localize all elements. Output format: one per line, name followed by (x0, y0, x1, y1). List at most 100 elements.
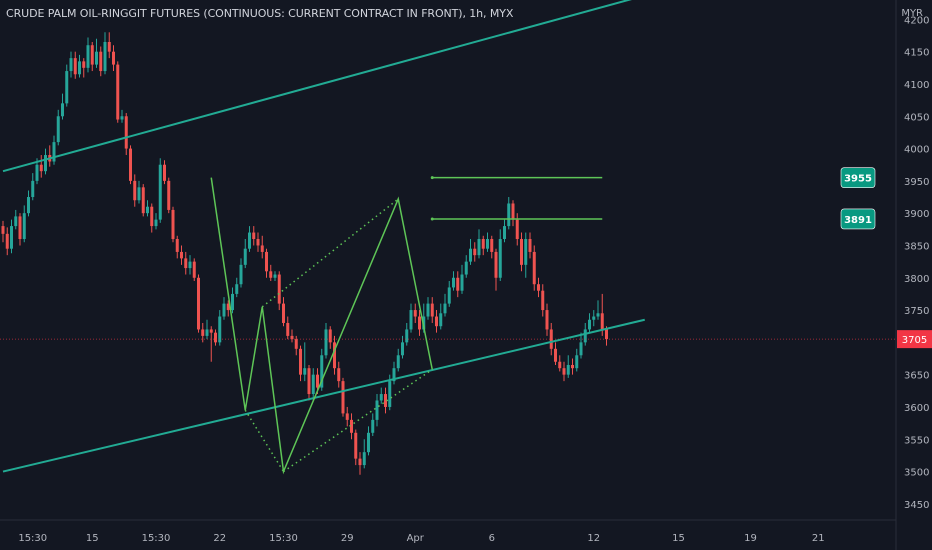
price-tick-label: 3450 (904, 500, 929, 511)
candle-down (171, 209, 175, 240)
candle-down (358, 458, 362, 466)
candle-down (167, 180, 171, 210)
candle-down (256, 239, 260, 246)
candle-up (248, 232, 251, 249)
candle-up (575, 355, 579, 369)
candle-down (294, 339, 298, 349)
candle-down (435, 316, 438, 327)
price-tick-label: 3650 (904, 371, 929, 382)
candle-up (235, 284, 239, 294)
price-tick-label: 4050 (904, 112, 929, 123)
candle-up (14, 216, 18, 227)
target-price-badge (840, 208, 876, 230)
candle-down (532, 251, 536, 285)
candle-up (31, 180, 35, 198)
candle-up (422, 316, 426, 330)
last-price-value: 3705 (902, 335, 927, 346)
candle-down (39, 164, 43, 172)
candle-down (537, 284, 540, 291)
candle-up (367, 432, 370, 453)
candle-up (239, 264, 243, 285)
candle-up (566, 364, 570, 375)
candle-up (524, 239, 528, 265)
candle-up (596, 313, 600, 317)
chart-title: CRUDE PALM OIL-RINGGIT FUTURES (CONTINUO… (6, 7, 514, 20)
candle-up (371, 419, 375, 433)
candle-up (486, 239, 489, 249)
time-tick-label: 29 (341, 533, 354, 544)
candle-down (473, 248, 477, 256)
candle-up (392, 368, 396, 382)
candle-down (571, 364, 574, 369)
time-tick-label: 19 (744, 533, 757, 544)
price-tick-label: 3550 (904, 435, 929, 446)
candle-down (515, 219, 519, 240)
time-tick-label: 15:30 (269, 533, 298, 544)
target-price-value: 3955 (844, 174, 872, 185)
pattern-dotted-line (283, 368, 433, 473)
candle-up (231, 293, 234, 311)
candle-down (549, 329, 553, 349)
candle-up (44, 155, 47, 172)
candle-up (460, 274, 464, 291)
candle-down (175, 239, 179, 252)
time-tick-label: 6 (489, 533, 495, 544)
price-tick-label: 3900 (904, 209, 929, 220)
candle-down (282, 303, 285, 323)
candle-up (503, 226, 506, 240)
candle-up (592, 316, 596, 320)
candle-down (192, 261, 196, 278)
candle-down (197, 277, 200, 330)
pattern-zigzag (210, 177, 433, 475)
candle-up (303, 368, 307, 375)
candle-up (477, 239, 481, 256)
price-tick-label: 3850 (904, 241, 929, 252)
target-line-start (430, 217, 434, 221)
candle-down (73, 58, 77, 75)
price-tick-label: 3950 (904, 177, 929, 188)
candle-down (345, 413, 349, 420)
candle-down (600, 313, 604, 330)
candle-down (341, 381, 345, 414)
candle-down (413, 310, 417, 317)
candle-up (243, 248, 247, 265)
candle-down (384, 394, 387, 407)
candle-down (337, 368, 341, 382)
candle-down (116, 64, 120, 120)
candle-down (184, 258, 188, 269)
candle-up (388, 381, 392, 407)
candle-up (379, 394, 383, 401)
candle-down (418, 316, 421, 330)
price-tick-label: 3500 (904, 468, 929, 479)
candle-down (430, 303, 434, 317)
candle-down (456, 277, 460, 291)
candle-down (286, 322, 290, 336)
candle-down (520, 239, 523, 265)
candle-up (464, 261, 468, 275)
candle-up (507, 203, 511, 227)
candle-up (405, 329, 409, 343)
candle-down (290, 335, 294, 340)
candle-down (180, 251, 183, 259)
candle-up (205, 329, 209, 336)
candle-up (222, 303, 226, 317)
price-tick-label: 3600 (904, 403, 929, 414)
drawing-overlays (0, 0, 896, 475)
candle-down (528, 239, 532, 252)
candle-down (82, 61, 86, 68)
candle-down (545, 310, 549, 330)
currency-label[interactable]: MYR (901, 8, 923, 19)
candle-down (214, 332, 217, 343)
candle-up (401, 342, 404, 356)
candle-up (579, 342, 583, 356)
candle-down (558, 361, 562, 369)
candle-up (426, 303, 430, 317)
time-tick-label: 15 (672, 533, 685, 544)
time-tick-label: 12 (587, 533, 600, 544)
price-labels: 3955 3891 3705 (840, 167, 932, 349)
candle-down (107, 41, 111, 52)
candle-up (469, 248, 472, 262)
time-tick-label: 15 (86, 533, 99, 544)
candle-up (409, 310, 413, 330)
